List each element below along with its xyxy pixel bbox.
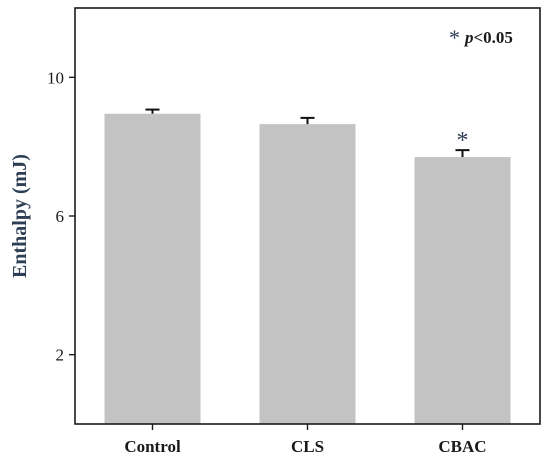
x-axis-ticks: Control CLS CBAC: [124, 424, 487, 456]
significance-markers-group: *: [457, 128, 469, 154]
legend-p-symbol: p: [463, 28, 474, 47]
legend-threshold: <0.05: [474, 28, 513, 47]
legend-star-symbol: *: [449, 25, 460, 50]
significance-star-cbac: *: [457, 128, 469, 154]
x-tick-label-control: Control: [124, 437, 181, 456]
bar-cls: [259, 124, 356, 424]
x-tick-label-cls: CLS: [291, 437, 324, 456]
plot-area: *: [104, 108, 511, 425]
significance-legend: * p<0.05: [449, 25, 513, 50]
legend-pvalue-text: p<0.05: [463, 28, 513, 47]
bar-control: [104, 113, 201, 424]
bars-group: [104, 113, 511, 425]
y-tick-label: 6: [56, 207, 65, 226]
y-tick-label: 2: [56, 346, 65, 365]
bar-cbac: [414, 157, 511, 425]
x-tick-label-cbac: CBAC: [438, 437, 486, 456]
y-axis-label: Enthalpy (mJ): [9, 154, 31, 278]
y-tick-label: 10: [47, 68, 64, 87]
y-axis-ticks: 2 6 10: [47, 68, 75, 365]
error-bars-group: [145, 108, 470, 158]
